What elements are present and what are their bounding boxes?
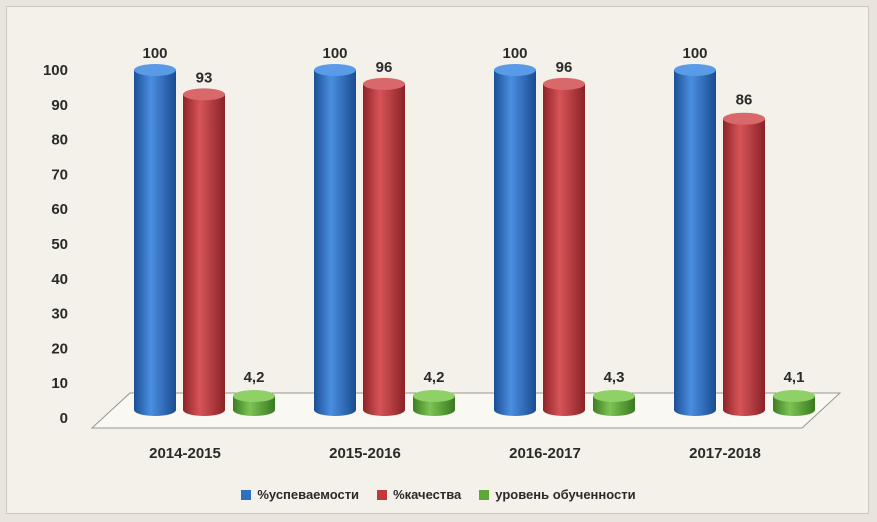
bar-top [233, 390, 275, 402]
data-label: 96 [376, 59, 393, 76]
x-tick-label: 2014-2015 [149, 445, 221, 462]
bar: 4,3 [593, 369, 635, 416]
data-label: 100 [502, 45, 527, 62]
y-tick-label: 30 [51, 306, 68, 323]
y-tick-label: 70 [51, 166, 68, 183]
bar-body [134, 70, 176, 416]
bar-body [723, 118, 765, 416]
x-tick-label: 2015-2016 [329, 445, 401, 462]
x-axis: 2014-2015 2015-2016 2016-2017 2017-2018 [149, 445, 761, 462]
y-tick-label: 100 [43, 62, 68, 79]
bar-top [773, 390, 815, 402]
data-label: 100 [322, 45, 347, 62]
data-label: 86 [736, 92, 753, 109]
y-tick-label: 50 [51, 236, 68, 253]
legend-swatch [241, 489, 252, 500]
legend-swatch [377, 489, 388, 500]
legend: %успеваемости %качества уровень обученност… [0, 487, 877, 502]
bar-top [494, 64, 536, 76]
bar: 100 [314, 45, 356, 416]
y-tick-label: 90 [51, 97, 68, 114]
y-tick-label: 0 [60, 410, 68, 427]
data-label: 100 [682, 45, 707, 62]
bar-top [134, 64, 176, 76]
data-label: 93 [196, 69, 213, 86]
bar-top [723, 112, 765, 125]
bar: 100 [134, 45, 176, 416]
y-tick-label: 40 [51, 271, 68, 288]
y-tick-label: 10 [51, 375, 68, 392]
data-label: 4,2 [424, 369, 445, 386]
bar: 93 [183, 69, 225, 417]
bar-top [593, 390, 635, 402]
bar-top [413, 390, 455, 402]
legend-item: уровень обученности [479, 487, 636, 502]
bar-body [674, 70, 716, 416]
legend-swatch [479, 489, 490, 500]
bar: 4,2 [413, 369, 455, 416]
bar: 4,2 [233, 369, 275, 416]
data-label: 4,2 [244, 369, 265, 386]
legend-item: %качества [377, 487, 461, 502]
bar: 100 [674, 45, 716, 416]
bar-body [543, 83, 585, 417]
bar-top [183, 88, 225, 101]
y-axis: 0 10 20 30 40 50 60 70 80 90 100 [43, 62, 68, 427]
bar: 100 [494, 45, 536, 416]
bar-body [363, 83, 405, 417]
y-tick-label: 20 [51, 340, 68, 357]
y-tick-label: 60 [51, 201, 68, 218]
legend-label: %качества [393, 487, 462, 502]
legend-label: %успеваемости [257, 487, 360, 502]
data-label: 100 [142, 45, 167, 62]
bar-top [363, 77, 405, 90]
chart-floor [90, 392, 842, 429]
bar-top [674, 64, 716, 76]
bar: 4,1 [773, 369, 815, 416]
data-label: 4,1 [784, 369, 805, 386]
bar-body [314, 70, 356, 416]
data-label: 96 [556, 59, 573, 76]
x-tick-label: 2017-2018 [689, 445, 761, 462]
bar-top [314, 64, 356, 76]
legend-label: уровень обученности [495, 487, 636, 502]
bars: 100 93 4,2 100 96 4,2 100 96 4,3 100 86 4,1 [134, 45, 815, 417]
y-tick-label: 80 [51, 132, 68, 149]
legend-item: %успеваемости [241, 487, 359, 502]
bar: 96 [363, 59, 405, 417]
data-label: 4,3 [604, 369, 625, 386]
x-tick-label: 2016-2017 [509, 445, 581, 462]
floor-plane [90, 392, 842, 429]
bar-body [494, 70, 536, 416]
bar-top [543, 77, 585, 90]
bar-body [183, 94, 225, 417]
bar: 96 [543, 59, 585, 417]
bar: 86 [723, 92, 765, 416]
